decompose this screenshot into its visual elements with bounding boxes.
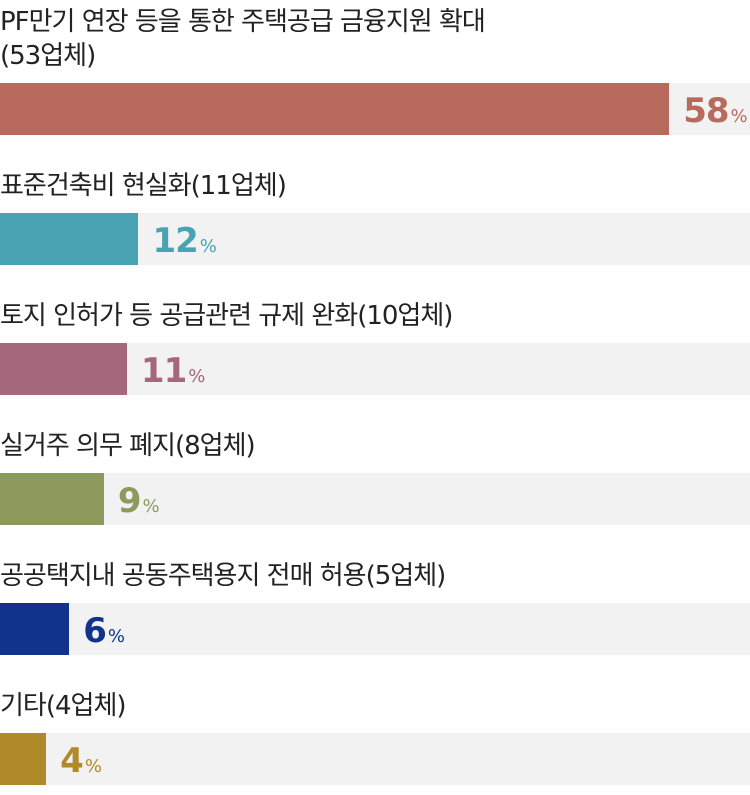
value-label: 6%: [83, 611, 125, 651]
bar-track: 11%: [0, 343, 750, 395]
value-label: 58%: [683, 91, 747, 131]
category-label-line: 실거주 의무 폐지(8업체): [0, 431, 256, 461]
value-label: 11%: [140, 351, 205, 391]
category-label: PF만기 연장 등을 통한 주택공급 금융지원 확대 (53업체): [0, 5, 750, 73]
bar-track: 4%: [0, 733, 750, 785]
bar-track: 6%: [0, 603, 750, 655]
value-label: 9%: [117, 481, 160, 521]
category-label: 공공택지내 공동주택용지 전매 허용(5업체): [0, 559, 750, 593]
bar-track: 12%: [0, 213, 750, 265]
category-label-line: 공공택지내 공동주택용지 전매 허용(5업체): [0, 561, 446, 591]
bar-track: 58%: [0, 83, 750, 135]
category-label: 기타(4업체): [0, 689, 750, 723]
category-label-line: 기타(4업체): [0, 691, 127, 721]
category-label: 토지 인허가 등 공급관련 규제 완화(10업체): [0, 299, 750, 333]
category-label-line: (53업체): [0, 41, 96, 71]
category-label-line: PF만기 연장 등을 통한 주택공급 금융지원 확대: [0, 7, 486, 37]
category-label-line: 토지 인허가 등 공급관련 규제 완화(10업체): [0, 301, 453, 331]
category-label-line: 표준건축비 현실화(11업체): [0, 171, 287, 201]
value-label: 12%: [152, 221, 216, 261]
bar: [0, 473, 104, 525]
bar: [0, 603, 70, 655]
bar: [0, 343, 127, 395]
bar: [0, 213, 139, 265]
category-label: 실거주 의무 폐지(8업체): [0, 429, 750, 463]
bar: [0, 733, 47, 785]
bar: [0, 83, 670, 135]
category-label: 표준건축비 현실화(11업체): [0, 169, 750, 203]
value-label: 4%: [60, 741, 102, 781]
bar-track: 9%: [0, 473, 750, 525]
